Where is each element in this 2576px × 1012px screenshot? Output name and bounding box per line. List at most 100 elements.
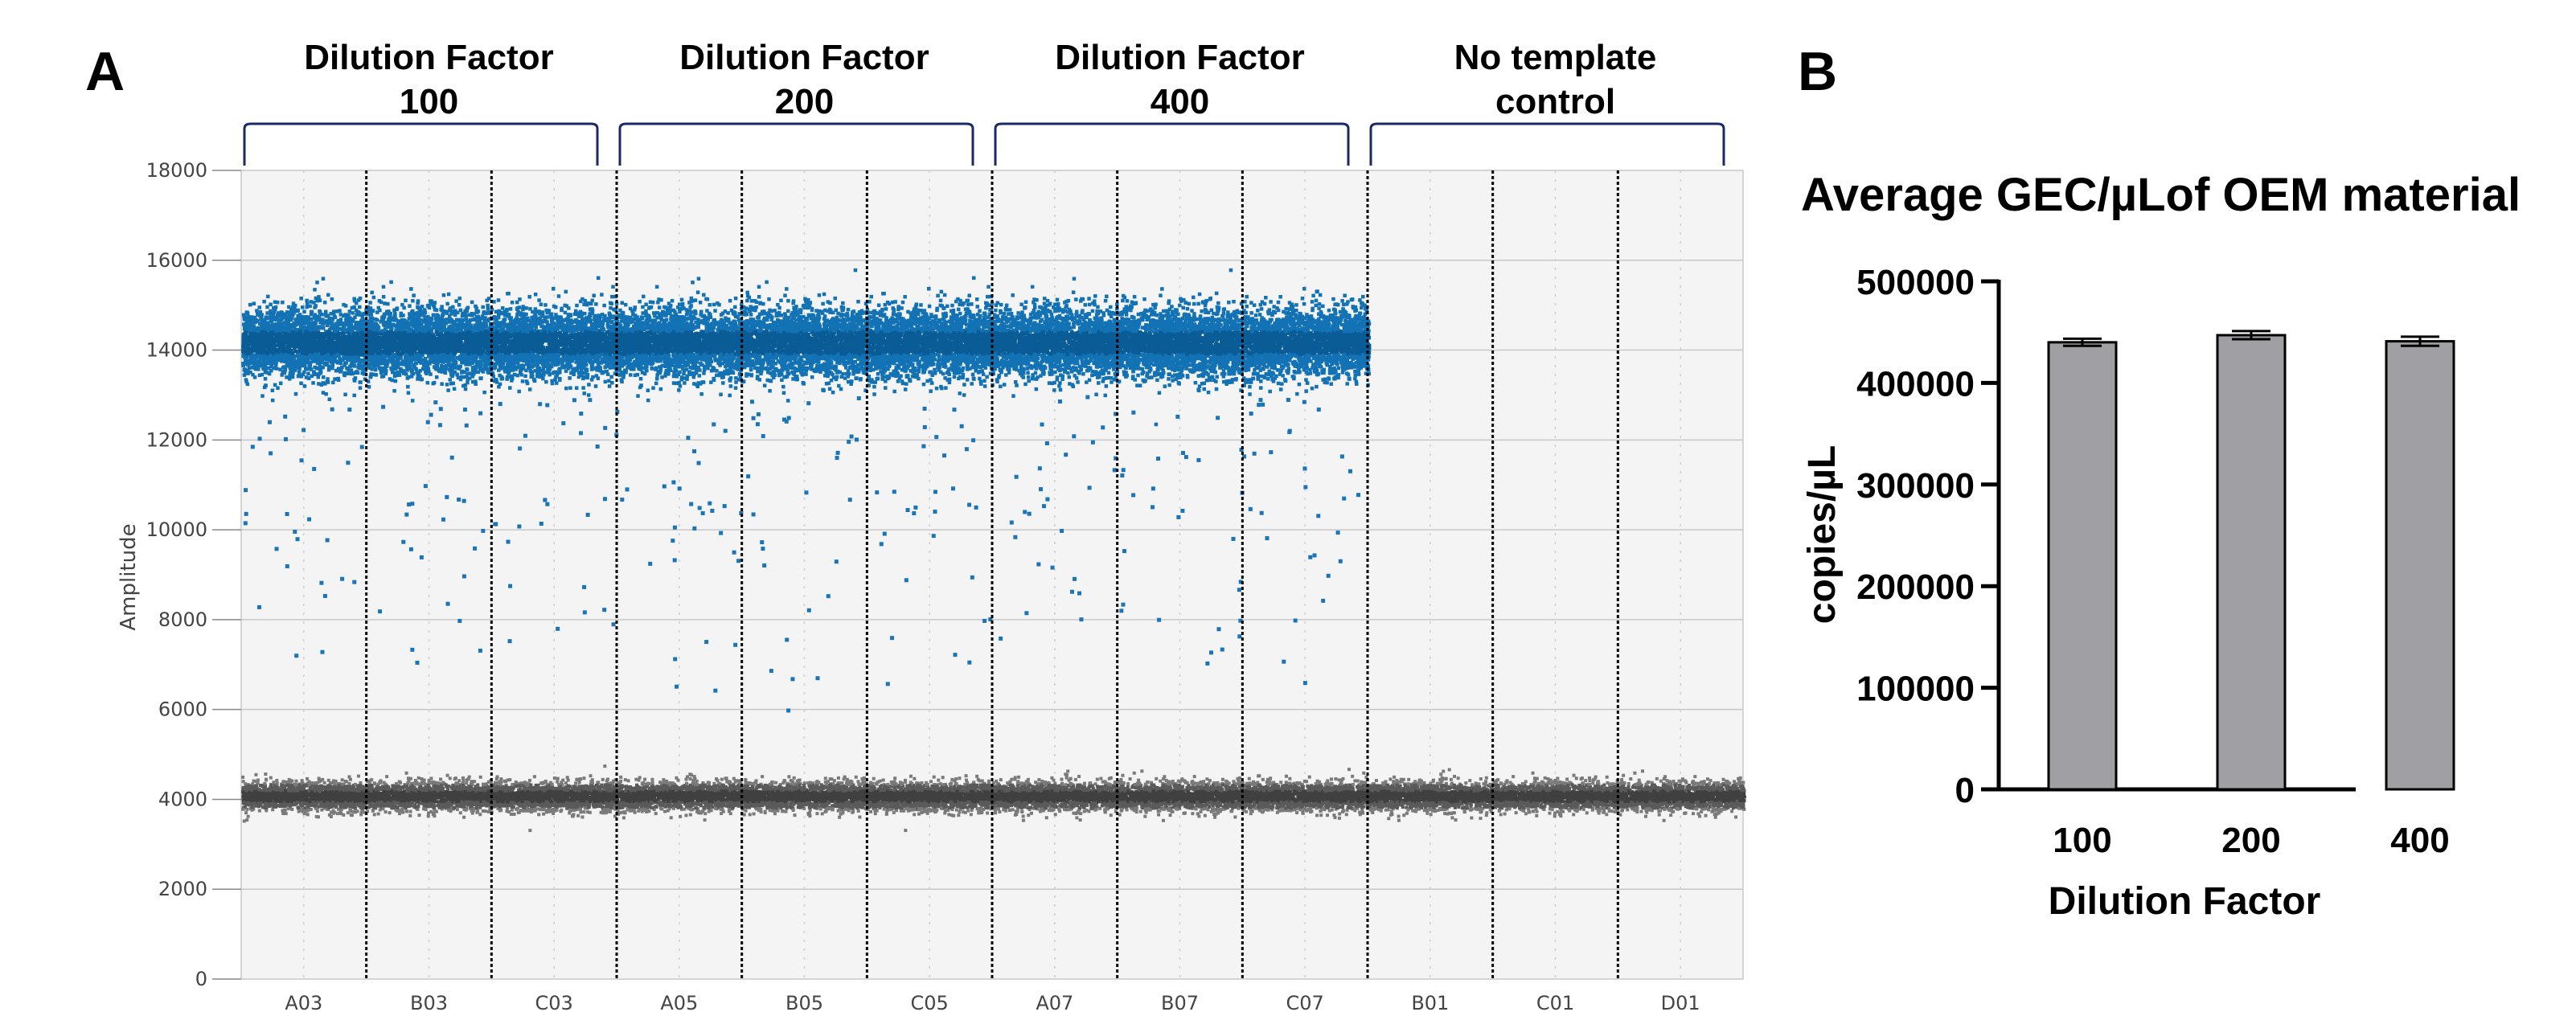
negative-droplet bbox=[252, 796, 256, 800]
negative-droplet bbox=[556, 776, 560, 781]
negative-droplet bbox=[304, 790, 308, 794]
negative-droplet bbox=[416, 776, 420, 780]
negative-droplet bbox=[460, 805, 464, 809]
negative-droplet bbox=[498, 805, 502, 809]
negative-droplet bbox=[528, 787, 532, 791]
negative-droplet bbox=[538, 797, 542, 801]
negative-droplet bbox=[318, 804, 322, 808]
negative-droplet bbox=[338, 786, 342, 790]
negative-droplet bbox=[474, 805, 478, 809]
negative-droplet bbox=[290, 803, 294, 807]
negative-droplet bbox=[527, 801, 531, 805]
negative-droplet bbox=[597, 781, 601, 785]
negative-droplet bbox=[403, 785, 407, 789]
negative-droplet bbox=[593, 796, 597, 800]
negative-droplet bbox=[464, 794, 468, 798]
negative-droplet bbox=[572, 788, 576, 792]
negative-droplet bbox=[272, 786, 276, 790]
negative-droplet bbox=[260, 789, 265, 793]
negative-droplet bbox=[339, 807, 343, 811]
negative-droplet bbox=[496, 785, 500, 789]
negative-droplet bbox=[432, 805, 436, 809]
negative-droplet bbox=[368, 779, 372, 783]
negative-droplet bbox=[359, 788, 363, 792]
negative-droplet bbox=[261, 805, 265, 809]
negative-droplet bbox=[408, 809, 412, 813]
negative-droplet bbox=[295, 785, 299, 789]
negative-droplet bbox=[269, 795, 273, 799]
negative-droplet bbox=[432, 793, 436, 797]
negative-droplet bbox=[243, 801, 247, 805]
negative-droplet bbox=[272, 781, 276, 785]
negative-droplet bbox=[373, 782, 377, 786]
negative-droplet bbox=[482, 800, 486, 804]
group-bracket bbox=[243, 122, 599, 166]
negative-droplet bbox=[274, 801, 278, 805]
negative-droplet bbox=[526, 790, 530, 794]
negative-droplet bbox=[290, 796, 294, 800]
negative-droplet bbox=[306, 801, 310, 805]
negative-droplet bbox=[334, 793, 338, 797]
negative-droplet bbox=[427, 778, 431, 782]
negative-droplet bbox=[445, 795, 449, 799]
negative-droplet bbox=[243, 797, 247, 801]
negative-droplet bbox=[375, 785, 379, 789]
negative-droplet bbox=[265, 788, 269, 792]
negative-droplet bbox=[486, 780, 490, 784]
negative-droplet bbox=[542, 794, 546, 798]
negative-droplet bbox=[335, 801, 339, 805]
negative-droplet bbox=[301, 786, 306, 790]
negative-droplet bbox=[351, 788, 355, 792]
negative-droplet bbox=[358, 785, 362, 789]
negative-droplet bbox=[260, 785, 265, 789]
negative-droplet bbox=[354, 802, 358, 806]
negative-droplet bbox=[320, 802, 324, 806]
negative-droplet bbox=[264, 795, 268, 799]
negative-droplet bbox=[289, 785, 293, 789]
negative-droplet bbox=[449, 809, 453, 813]
negative-droplet bbox=[314, 800, 318, 804]
group-label-line2: control bbox=[1495, 82, 1615, 121]
negative-droplet bbox=[532, 775, 536, 779]
negative-droplet bbox=[276, 796, 280, 800]
negative-droplet bbox=[356, 785, 360, 789]
negative-droplet bbox=[429, 776, 433, 781]
negative-droplet bbox=[281, 809, 285, 813]
negative-droplet bbox=[300, 798, 304, 802]
negative-droplet bbox=[688, 776, 692, 781]
negative-droplet bbox=[518, 804, 522, 808]
negative-droplet bbox=[287, 791, 291, 795]
negative-droplet bbox=[586, 785, 590, 789]
negative-droplet bbox=[338, 809, 343, 813]
negative-droplet bbox=[243, 792, 247, 796]
negative-droplet bbox=[271, 791, 275, 795]
negative-droplet bbox=[310, 797, 314, 801]
negative-droplet bbox=[579, 810, 583, 814]
negative-droplet bbox=[398, 791, 402, 795]
negative-droplet bbox=[290, 807, 294, 811]
negative-droplet bbox=[256, 793, 260, 797]
group-label-line2: 400 bbox=[1151, 82, 1209, 121]
negative-droplet bbox=[504, 789, 508, 793]
negative-droplet bbox=[326, 778, 330, 782]
negative-droplet bbox=[479, 789, 483, 793]
negative-droplet bbox=[545, 800, 549, 804]
negative-droplet bbox=[251, 782, 255, 786]
negative-droplet bbox=[461, 783, 465, 787]
negative-droplet bbox=[244, 803, 248, 807]
negative-droplet bbox=[302, 783, 306, 787]
negative-droplet bbox=[529, 783, 533, 787]
negative-droplet bbox=[346, 811, 350, 815]
negative-droplet bbox=[264, 772, 268, 776]
negative-droplet bbox=[510, 805, 514, 809]
negative-droplet bbox=[280, 784, 284, 788]
negative-droplet bbox=[359, 791, 363, 795]
negative-droplet bbox=[307, 794, 311, 798]
negative-droplet bbox=[573, 802, 577, 806]
negative-droplet bbox=[370, 797, 374, 801]
negative-droplet bbox=[270, 802, 274, 806]
negative-droplet bbox=[339, 794, 343, 798]
negative-droplet bbox=[363, 790, 367, 794]
negative-droplet bbox=[343, 797, 347, 801]
negative-droplet bbox=[554, 797, 558, 801]
